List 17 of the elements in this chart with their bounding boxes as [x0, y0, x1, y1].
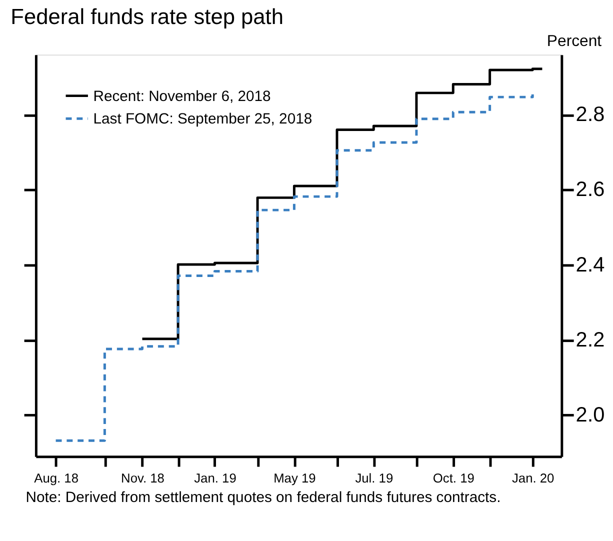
y-axis-title: Percent [546, 33, 602, 50]
x-tick-label: Oct. 19 [432, 470, 474, 486]
y-tick-label: 2.2 [576, 328, 605, 352]
x-tick-label: Nov. 18 [121, 470, 164, 486]
y-tick-label: 2.0 [576, 404, 605, 427]
x-tick-label: Jul. 19 [355, 470, 394, 486]
legend-label: Last FOMC: September 25, 2018 [93, 112, 312, 128]
legend-label: Recent: November 6, 2018 [93, 88, 271, 105]
y-tick-label: 2.6 [576, 178, 605, 202]
x-tick-label: Jan. 20 [512, 470, 554, 486]
text: Note: Derived from settlement quotes on federal funds futures contracts. [26, 490, 501, 506]
y-tick-label: 2.8 [576, 103, 605, 126]
chart-title: Federal funds rate step path [10, 4, 284, 29]
y-tick-label: 2.4 [576, 253, 605, 276]
x-tick-label: Jan. 19 [194, 470, 236, 486]
x-tick-label: Aug. 18 [34, 470, 78, 486]
x-tick-label: May 19 [274, 470, 316, 486]
